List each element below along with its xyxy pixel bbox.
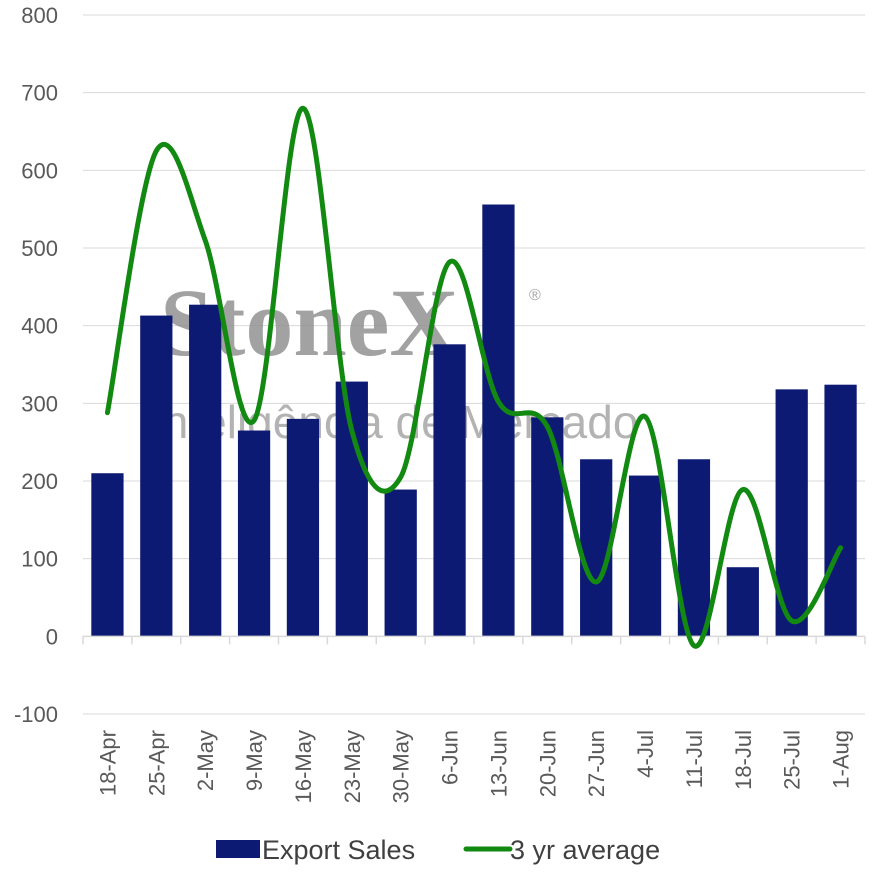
x-tick-label: 20-Jun (535, 730, 560, 797)
y-tick-label: 800 (21, 3, 58, 28)
watermark-registered: ® (529, 287, 541, 304)
bar-export-sales (237, 430, 271, 637)
x-tick-label: 9-May (242, 730, 267, 791)
watermark: StoneX ® Inteligência de Mercado (150, 269, 638, 448)
y-tick-label: -100 (14, 702, 58, 727)
x-tick-label: 11-Jul (682, 730, 707, 788)
x-tick-label: 6-Jun (438, 730, 463, 785)
legend: Export Sales 3 yr average (216, 835, 660, 865)
y-tick-label: 100 (21, 547, 58, 572)
x-tick-label: 13-Jun (486, 730, 511, 797)
bar-export-sales (140, 315, 173, 637)
x-tick-label: 23-May (340, 730, 365, 803)
bar-export-sales (91, 473, 124, 637)
y-tick-label: 200 (21, 469, 58, 494)
bar-export-sales (824, 384, 857, 637)
x-tick-label: 4-Jul (633, 730, 658, 778)
bar-export-sales (384, 489, 417, 637)
bar-export-sales (482, 204, 515, 637)
bar-export-sales (433, 344, 466, 637)
x-axis-labels: 18-Apr 25-Apr 2-May 9-May 16-May 23-May 30-May… (95, 730, 853, 803)
legend-swatch-export-sales (216, 840, 260, 858)
bar-export-sales (628, 475, 662, 637)
bar-series (91, 204, 857, 637)
bar-export-sales (531, 417, 564, 637)
bar-export-sales (580, 459, 613, 637)
y-tick-label: 500 (21, 236, 58, 261)
legend-label-3yr-average: 3 yr average (510, 835, 660, 865)
x-tick-label: 18-Jul (731, 730, 756, 790)
line-series (104, 105, 844, 649)
x-tick-marks (82, 636, 866, 645)
x-tick-label: 1-Aug (829, 730, 854, 789)
watermark-tagline: Inteligência de Mercado (150, 396, 638, 448)
y-tick-label: 300 (21, 391, 58, 416)
x-tick-label: 18-Apr (95, 730, 120, 796)
bar-export-sales (189, 304, 222, 637)
y-axis-labels: -100 0 100 200 300 400 500 600 700 800 (14, 3, 58, 727)
x-tick-label: 25-Apr (144, 730, 169, 796)
y-tick-label: 400 (21, 314, 58, 339)
x-tick-label: 30-May (389, 730, 414, 803)
y-tick-label: 700 (21, 81, 58, 106)
x-tick-label: 2-May (193, 730, 218, 791)
legend-label-export-sales: Export Sales (262, 835, 415, 865)
bar-export-sales (286, 418, 320, 637)
bar-export-sales (726, 567, 759, 637)
x-tick-label: 27-Jun (584, 730, 609, 797)
y-tick-label: 600 (21, 158, 58, 183)
x-tick-label: 16-May (291, 730, 316, 803)
x-tick-label: 25-Jul (780, 730, 805, 790)
y-tick-label: 0 (46, 624, 58, 649)
